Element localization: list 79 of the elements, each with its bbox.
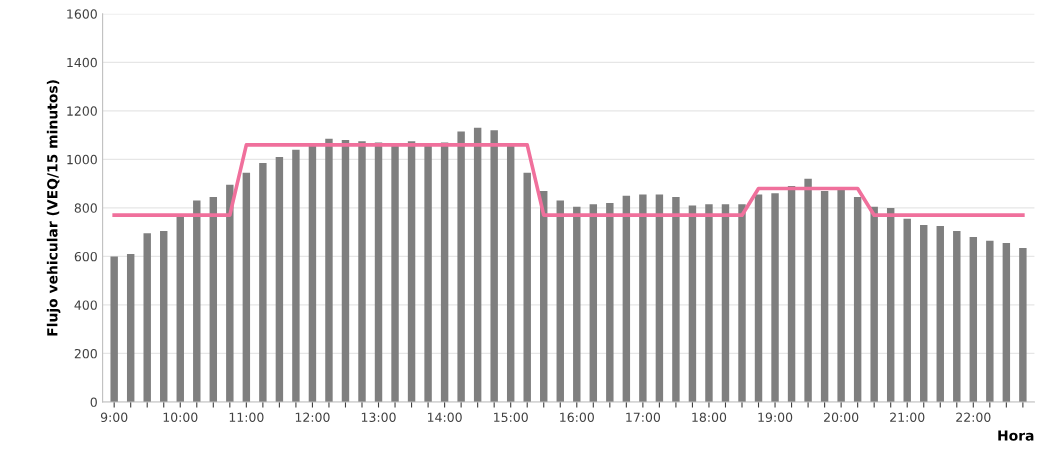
y-tick-label: 0: [90, 397, 97, 407]
x-tick-label: 9:00: [100, 412, 128, 423]
bar: [457, 131, 465, 402]
bar: [523, 172, 531, 402]
y-tick-label: 1400: [67, 57, 97, 68]
x-tick-label: 18:00: [692, 412, 727, 423]
bar: [622, 195, 631, 402]
bar: [407, 141, 416, 402]
bar: [573, 206, 581, 402]
bar: [936, 226, 944, 402]
x-tick-label: 15:00: [494, 412, 528, 423]
bar: [688, 205, 697, 402]
bar: [242, 172, 251, 402]
x-axis-title: Hora: [998, 430, 1034, 441]
bar: [391, 146, 399, 402]
bar: [721, 204, 730, 402]
bar: [986, 240, 994, 402]
y-tick-label: 400: [74, 300, 97, 310]
y-tick-label: 200: [74, 348, 97, 359]
bar: [738, 204, 746, 402]
bar: [110, 256, 118, 402]
bar: [705, 204, 713, 402]
bar: [953, 230, 961, 402]
bar: [259, 163, 267, 402]
y-tick-label: 600: [74, 251, 97, 262]
bar: [292, 149, 300, 402]
y-tick-label: 800: [74, 203, 97, 213]
x-tick-label: 16:00: [560, 412, 594, 423]
bar: [440, 142, 449, 402]
x-tick-label: 13:00: [361, 412, 396, 423]
bar: [672, 196, 680, 402]
bar: [325, 138, 333, 402]
bar: [160, 230, 168, 402]
bar: [804, 178, 812, 402]
bar: [176, 216, 184, 402]
x-tick-label: 17:00: [626, 412, 661, 423]
bar: [275, 156, 284, 402]
y-tick-label: 1000: [67, 154, 97, 165]
bar: [787, 186, 796, 402]
y-axis-title: Flujo vehicular (VEQ/15 minutos): [46, 80, 61, 336]
bar: [920, 224, 928, 402]
bar: [655, 194, 664, 402]
bar: [606, 203, 614, 402]
bar: [1019, 247, 1027, 402]
bar: [1002, 243, 1011, 402]
bar: [358, 141, 366, 402]
bar: [820, 190, 829, 402]
bar: [490, 130, 498, 402]
x-tick-label: 14:00: [427, 412, 462, 423]
bar: [853, 196, 862, 402]
bar: [374, 142, 383, 402]
x-tick-label: 19:00: [758, 412, 793, 423]
x-tick-label: 10:00: [163, 412, 198, 423]
bar: [424, 146, 432, 402]
y-tick-label: 1600: [67, 9, 97, 19]
bar: [143, 233, 151, 402]
bar: [341, 139, 350, 402]
bar: [837, 189, 845, 402]
x-tick-label: 12:00: [295, 412, 330, 423]
x-tick-label: 11:00: [229, 412, 264, 423]
bar: [209, 196, 218, 402]
bar: [506, 146, 515, 402]
bar: [754, 194, 763, 402]
x-tick-label: 22:00: [956, 412, 991, 423]
y-tick-label: 1200: [67, 106, 97, 116]
bar: [126, 253, 135, 402]
x-tick-label: 21:00: [890, 412, 925, 423]
bar: [903, 218, 911, 402]
bar: [969, 237, 978, 402]
bar: [870, 206, 878, 402]
x-tick-label: 20:00: [824, 412, 859, 423]
bar: [473, 127, 482, 402]
bar: [193, 200, 201, 402]
bar: [771, 193, 779, 402]
bar: [886, 207, 895, 402]
bar: [556, 200, 564, 402]
bar: [589, 204, 598, 402]
bar: [226, 184, 234, 402]
bar: [639, 194, 647, 402]
